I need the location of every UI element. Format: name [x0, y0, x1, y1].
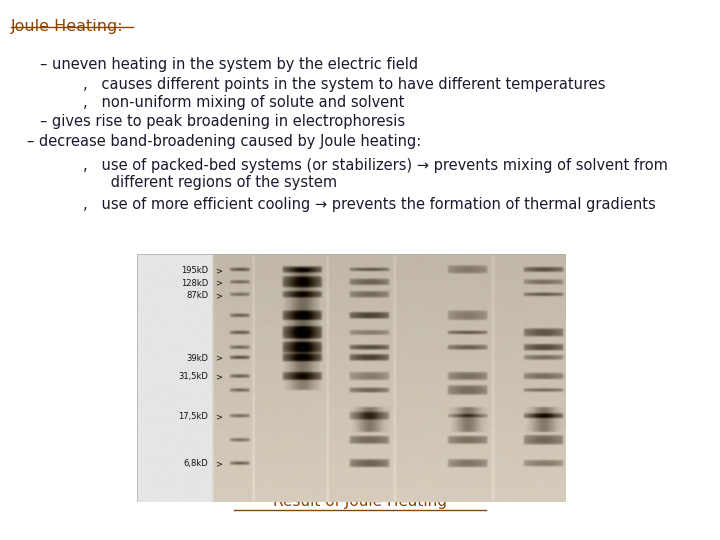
Text: 128kD: 128kD	[181, 279, 208, 288]
Text: ,   causes different points in the system to have different temperatures: , causes different points in the system …	[83, 77, 606, 92]
Text: – decrease band-broadening caused by Joule heating:: – decrease band-broadening caused by Jou…	[27, 134, 422, 149]
Text: 87kD: 87kD	[186, 291, 208, 300]
Text: – gives rise to peak broadening in electrophoresis: – gives rise to peak broadening in elect…	[40, 114, 405, 130]
Text: – uneven heating in the system by the electric field: – uneven heating in the system by the el…	[40, 57, 418, 72]
Text: ,   use of packed-bed systems (or stabilizers) → prevents mixing of solvent from: , use of packed-bed systems (or stabiliz…	[83, 158, 667, 173]
Text: >: >	[215, 459, 222, 468]
Text: Result of Joule Heating: Result of Joule Heating	[273, 494, 447, 509]
Text: >: >	[215, 372, 222, 381]
Text: >: >	[215, 412, 222, 421]
Text: 17,5kD: 17,5kD	[179, 412, 208, 421]
Text: Joule Heating:: Joule Heating:	[11, 19, 123, 34]
Text: ,   non-uniform mixing of solute and solvent: , non-uniform mixing of solute and solve…	[83, 95, 404, 110]
Text: 195kD: 195kD	[181, 266, 208, 275]
Text: 6,8kD: 6,8kD	[184, 459, 208, 468]
Text: 39kD: 39kD	[186, 354, 208, 363]
Text: >: >	[215, 354, 222, 363]
Text: 31,5kD: 31,5kD	[179, 372, 208, 381]
Text: ,   use of more efficient cooling → prevents the formation of thermal gradients: , use of more efficient cooling → preven…	[83, 197, 655, 212]
Text: >: >	[215, 266, 222, 275]
Text: >: >	[215, 291, 222, 300]
Text: >: >	[215, 279, 222, 288]
Text: different regions of the system: different regions of the system	[83, 176, 337, 191]
